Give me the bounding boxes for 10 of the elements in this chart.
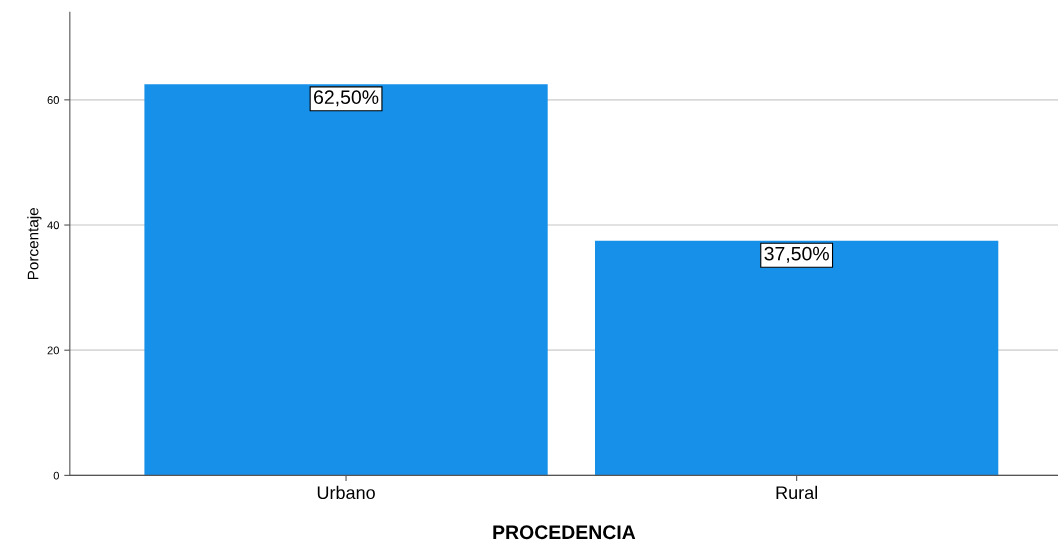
y-tick-label: 60 — [47, 96, 59, 104]
x-tick-label: Urbano — [317, 485, 375, 500]
x-tick-label: Rural — [776, 485, 818, 500]
data-label: 62,50% — [314, 90, 379, 107]
y-axis-title: Porcentaje — [27, 207, 42, 280]
y-tick-label: 20 — [47, 346, 59, 355]
x-axis-title: PROCEDENCIA — [493, 525, 636, 540]
y-tick-label: 40 — [47, 221, 59, 230]
y-tick-label: 0 — [53, 471, 59, 480]
data-label: 37,50% — [764, 246, 829, 263]
